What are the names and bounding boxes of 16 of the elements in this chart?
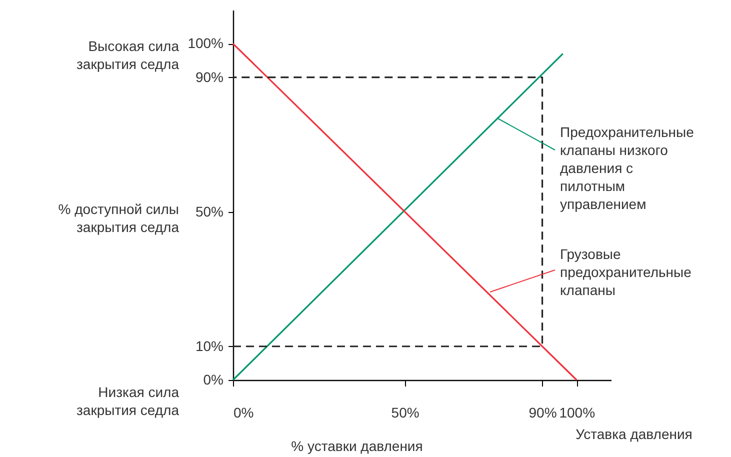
- y-tick-label: 50%: [195, 203, 224, 220]
- x-tick-label: 90%: [528, 404, 557, 420]
- x-axis-title: % уставки давления: [291, 438, 423, 454]
- text: Низкая сила закрытия седла: [76, 384, 180, 418]
- text: Высокая сила закрытия седла: [76, 38, 180, 72]
- y-tick-label: 90%: [195, 68, 224, 85]
- y-tick-label: 100%: [188, 35, 224, 52]
- legend-label: Грузовые предохранительные клапаны: [560, 246, 692, 298]
- y-axis-title: % доступной силы закрытия седла: [58, 201, 180, 235]
- x-tick-label: 50%: [391, 404, 420, 420]
- legend-label: Предохранительные клапаны низкого давления с пилотным управлением: [560, 124, 694, 212]
- y-tick-label: 0%: [203, 372, 224, 388]
- x-tick-label: 0%: [234, 404, 254, 420]
- text: Уставка давления: [576, 426, 692, 442]
- x-tick-label: 100%: [559, 404, 596, 420]
- y-tick-label: 10%: [195, 338, 224, 354]
